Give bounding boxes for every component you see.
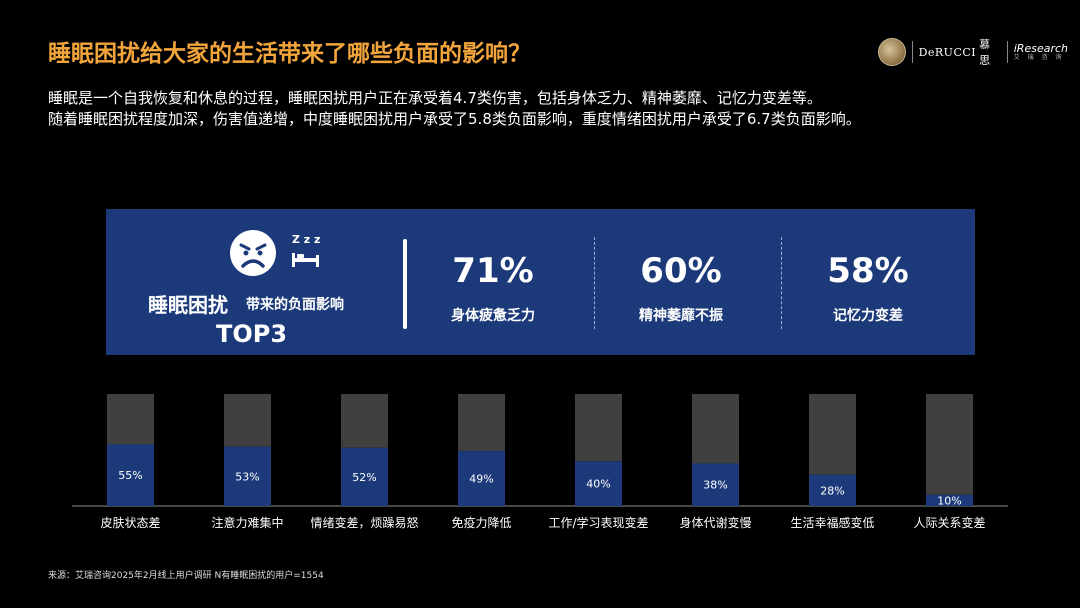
bar-value [224,446,271,506]
stat-1: 71% 身体疲惫乏力 [418,249,568,325]
stat-1-label: 身体疲惫乏力 [451,308,535,324]
bar-remainder [809,394,856,475]
panel-subtitle: 带来的负面影响 [246,297,344,313]
panel-title: 睡眠困扰 [148,293,228,317]
page-title: 睡眠困扰给大家的生活带来了哪些负面的影响？ [48,41,531,67]
bar-remainder [692,394,739,464]
stat-3-value: 58% [827,251,909,291]
logo-divider [911,41,913,63]
x-tick-label: 人际关系变差 [913,515,985,530]
x-tick-label: 身体代谢变慢 [679,515,751,530]
source-note: 来源：艾瑞咨询2025年2月线上用户调研 N有睡眠困扰的用户=1554 [48,571,324,581]
bar-data-label: 10% [937,494,961,507]
panel-divider [403,239,407,329]
logo-divider [1006,41,1008,63]
intro-line-1: 睡眠是一个自我恢复和休息的过程，睡眠困扰用户正在承受着4.7类伤害，包括身体乏力… [48,89,822,107]
panel-top3: TOP3 [216,320,288,348]
intro-text: 睡眠是一个自我恢复和休息的过程，睡眠困扰用户正在承受着4.7类伤害，包括身体乏力… [48,88,1048,130]
stat-1-value: 71% [452,251,534,291]
x-tick-label: 免疫力降低 [451,515,511,530]
iresearch-logo-text: iResearch [1013,41,1068,55]
bar-remainder [926,394,973,495]
bar-data-label: 40% [586,478,610,491]
stat-2-value: 60% [640,251,722,291]
bar-remainder [341,394,388,448]
derucci-emblem-icon [878,38,906,66]
bar-value [809,474,856,506]
bar-data-label: 55% [118,469,142,482]
sad-face-icon [230,230,276,276]
derucci-logo-cn: 慕思 [979,38,991,67]
bar-data-label: 38% [703,479,727,492]
x-tick-label: 皮肤状态差 [100,515,160,530]
bar-value [107,444,154,506]
iresearch-logo-cn: 艾 瑞 咨 询 [1013,53,1065,61]
bar-value [692,463,739,506]
bar-remainder [458,394,505,452]
x-tick-label: 注意力难集中 [211,515,283,530]
brand-logos: DeRUCCI 慕思 iResearch 艾 瑞 咨 询 [878,38,1068,67]
top3-panel: Z z z 睡眠困扰 带来的负面影响 TOP3 71% 身体疲惫乏力 60% 精… [106,209,975,355]
bar-remainder [107,394,154,445]
sleep-bed-icon: Z z z [292,233,320,267]
derucci-logo-text: DeRUCCI [918,45,977,59]
bar-value [341,447,388,506]
stat-separator [781,237,782,329]
intro-line-2: 随着睡眠困扰程度加深，伤害值递增，中度睡眠困扰用户承受了5.8类负面影响，重度情… [48,110,861,128]
bar-data-label: 28% [820,484,844,497]
stat-2-label: 精神萎靡不振 [639,308,723,324]
x-tick-label: 工作/学习表现变差 [548,515,648,530]
bar-value [575,461,622,506]
stat-3-label: 记忆力变差 [833,308,903,324]
bar-data-label: 49% [469,473,493,486]
bar-data-label: 53% [235,470,259,483]
x-tick-label: 情绪变差，烦躁易怒 [310,515,418,530]
iresearch-logo: iResearch 艾 瑞 咨 询 [1013,41,1068,62]
x-tick-label: 生活幸福感变低 [790,515,874,530]
bar-value [458,451,505,506]
bar-data-label: 52% [352,471,376,484]
stat-2: 60% 精神萎靡不振 [606,249,756,325]
bar-remainder [224,394,271,447]
bar-remainder [575,394,622,462]
stat-separator [594,237,595,329]
bar-value [926,494,973,506]
zzz-text: Z z z [292,233,320,246]
stat-3: 58% 记忆力变差 [793,249,943,325]
